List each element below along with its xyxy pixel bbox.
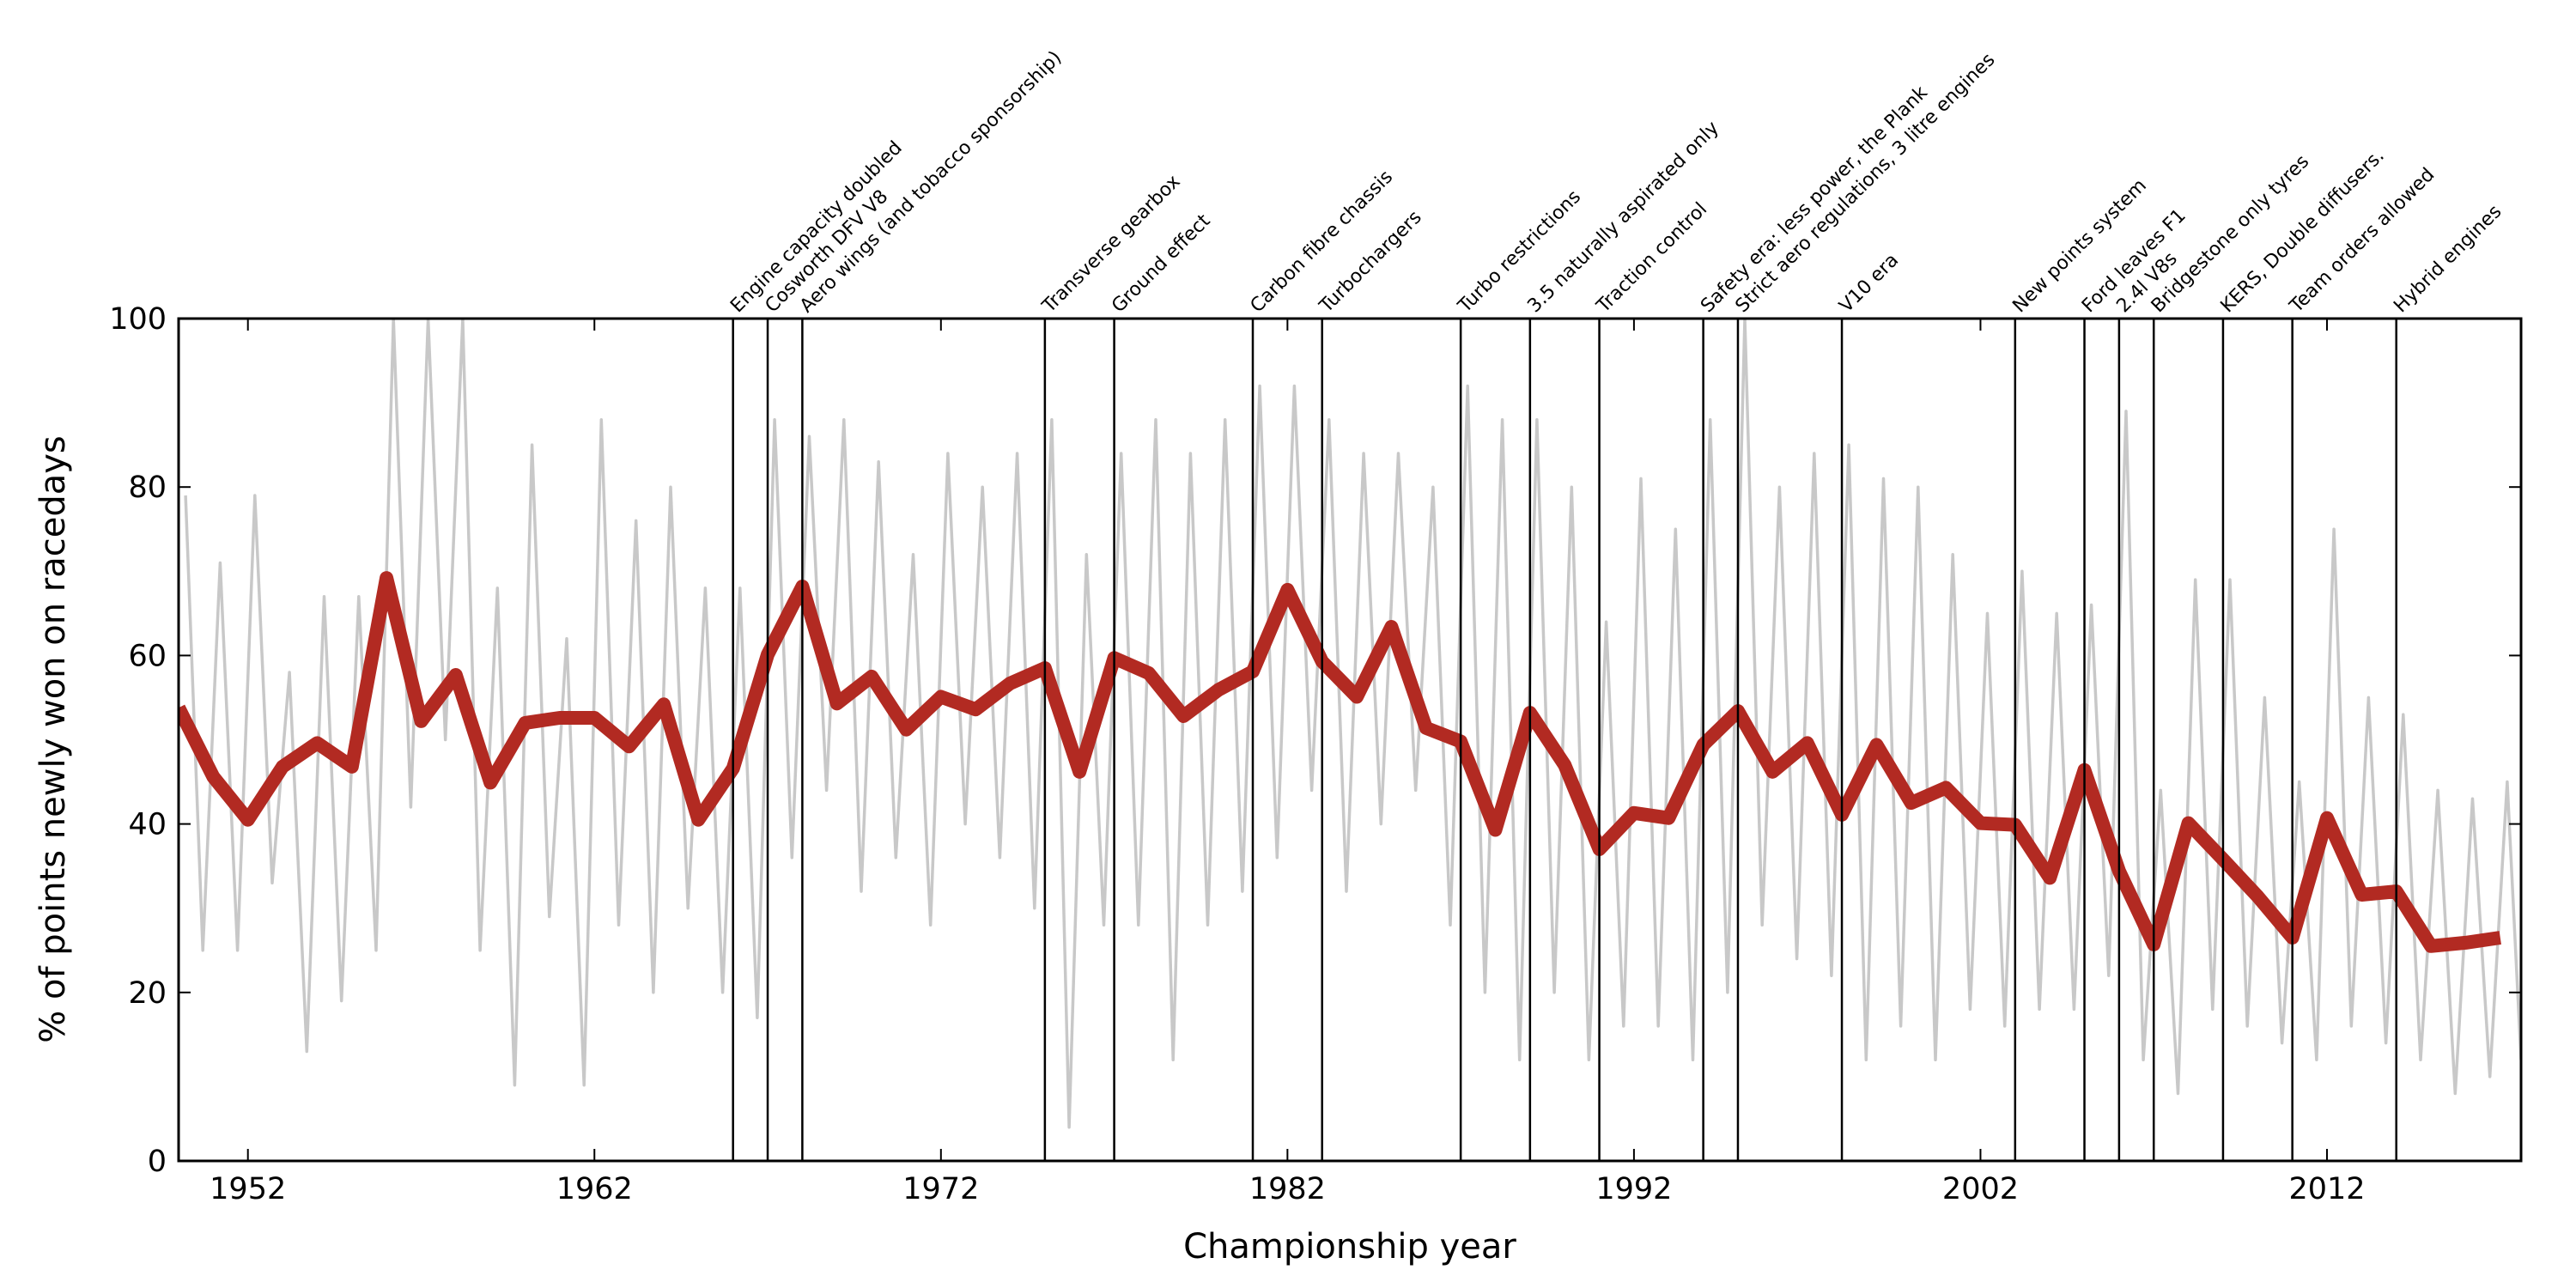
y-tick-label: 60: [128, 639, 167, 673]
y-axis-label: % of points newly won on racedays: [33, 435, 73, 1043]
x-tick-label: 2002: [1942, 1172, 2019, 1206]
x-tick-label: 1992: [1595, 1172, 1672, 1206]
annotation-label: Aero wings (and tobacco sponsorship): [796, 47, 1066, 317]
x-tick-label: 1952: [210, 1172, 286, 1206]
annotation-label: Transverse gearbox: [1038, 171, 1185, 318]
y-tick-label: 80: [128, 471, 167, 505]
data-line: [179, 571, 2501, 953]
x-tick-label: 1962: [556, 1172, 633, 1206]
annotation-label: Turbo restrictions: [1454, 186, 1585, 318]
annotation-label: Carbon fibre chassis: [1247, 167, 1397, 317]
data-line: [184, 319, 2521, 1129]
annotation-label: Hybrid engines: [2390, 201, 2506, 317]
annotation-label: V10 era: [1836, 250, 1904, 318]
x-tick-label: 2012: [2288, 1172, 2365, 1206]
y-tick-label: 100: [109, 302, 167, 337]
x-axis-label: Championship year: [1183, 1227, 1516, 1267]
y-tick-label: 40: [128, 808, 167, 842]
plot-frame: [177, 317, 2523, 1163]
y-tick-label: 0: [148, 1145, 167, 1179]
y-tick-label: 20: [128, 976, 167, 1011]
annotation-label: Safety era: less power, the Plank: [1697, 82, 1932, 317]
x-tick-label: 1982: [1249, 1172, 1326, 1206]
x-tick-label: 1972: [902, 1172, 979, 1206]
